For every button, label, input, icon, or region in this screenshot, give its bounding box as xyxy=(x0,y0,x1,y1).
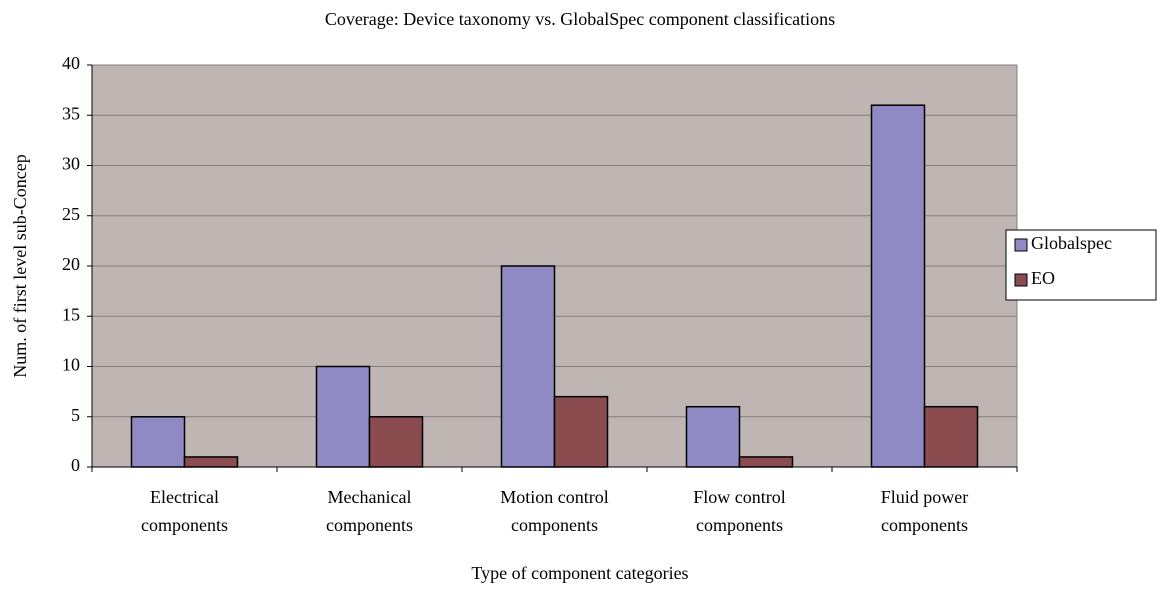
x-tick-label: Flow control components xyxy=(693,487,786,535)
bar xyxy=(500,265,556,468)
bar xyxy=(368,416,424,468)
y-tick-label: 40 xyxy=(62,53,80,73)
y-axis-label: Num. of first level sub-Concep xyxy=(10,154,30,377)
x-tick-label: Fluid power components xyxy=(881,487,969,535)
x-axis-label: Type of component categories xyxy=(471,563,688,583)
bar xyxy=(315,365,371,468)
y-tick-label: 15 xyxy=(62,304,80,324)
legend-box xyxy=(1005,229,1157,301)
y-tick-label: 35 xyxy=(62,103,80,123)
y-tick-label: 10 xyxy=(62,355,80,375)
legend-label: EO xyxy=(1031,268,1055,288)
legend-swatch xyxy=(1014,238,1028,252)
bar xyxy=(870,104,926,468)
legend-swatch xyxy=(1014,273,1028,287)
bar xyxy=(183,456,239,468)
legend-label: Globalspec xyxy=(1031,233,1112,253)
x-tick-label: Motion control components xyxy=(500,487,609,535)
bar xyxy=(738,456,794,468)
chart-title: Coverage: Device taxonomy vs. GlobalSpec… xyxy=(325,9,835,29)
x-tick-label: Electrical components xyxy=(141,487,228,535)
y-tick-label: 25 xyxy=(62,204,80,224)
y-tick-label: 0 xyxy=(71,455,80,475)
y-tick-label: 5 xyxy=(71,405,80,425)
bar xyxy=(130,416,186,468)
bar xyxy=(923,405,979,468)
bar xyxy=(553,395,609,468)
y-tick-label: 20 xyxy=(62,254,80,274)
x-tick-label: Mechanical components xyxy=(326,487,413,535)
bar xyxy=(685,405,741,468)
y-tick-label: 30 xyxy=(62,154,80,174)
